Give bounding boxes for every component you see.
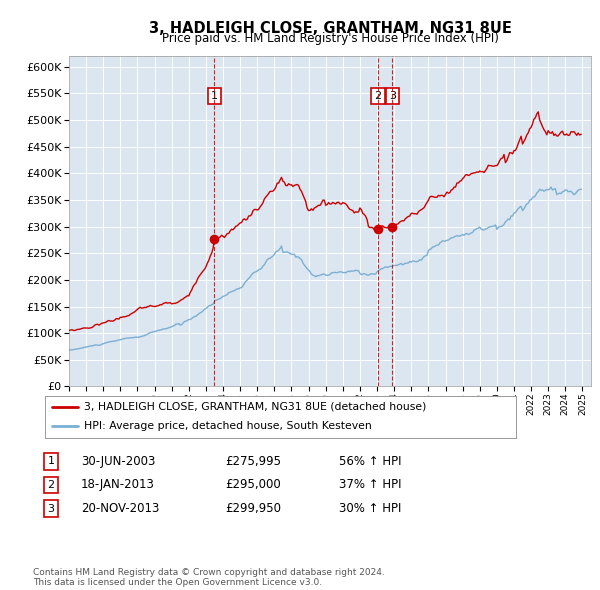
Text: £299,950: £299,950 (225, 502, 281, 515)
Text: 1: 1 (47, 457, 55, 466)
Text: Price paid vs. HM Land Registry's House Price Index (HPI): Price paid vs. HM Land Registry's House … (161, 32, 499, 45)
Text: Contains HM Land Registry data © Crown copyright and database right 2024.
This d: Contains HM Land Registry data © Crown c… (33, 568, 385, 587)
Text: 3: 3 (47, 504, 55, 513)
Text: £295,000: £295,000 (225, 478, 281, 491)
Text: 20-NOV-2013: 20-NOV-2013 (81, 502, 160, 515)
Text: 30% ↑ HPI: 30% ↑ HPI (339, 502, 401, 515)
Text: 56% ↑ HPI: 56% ↑ HPI (339, 455, 401, 468)
Text: HPI: Average price, detached house, South Kesteven: HPI: Average price, detached house, Sout… (83, 421, 371, 431)
Text: £275,995: £275,995 (225, 455, 281, 468)
Text: 30-JUN-2003: 30-JUN-2003 (81, 455, 155, 468)
Text: 3: 3 (389, 91, 396, 101)
Text: 37% ↑ HPI: 37% ↑ HPI (339, 478, 401, 491)
Text: 1: 1 (211, 91, 218, 101)
Text: 18-JAN-2013: 18-JAN-2013 (81, 478, 155, 491)
Text: 2: 2 (374, 91, 382, 101)
Text: 3, HADLEIGH CLOSE, GRANTHAM, NG31 8UE (detached house): 3, HADLEIGH CLOSE, GRANTHAM, NG31 8UE (d… (83, 402, 426, 412)
Text: 2: 2 (47, 480, 55, 490)
Text: 3, HADLEIGH CLOSE, GRANTHAM, NG31 8UE: 3, HADLEIGH CLOSE, GRANTHAM, NG31 8UE (149, 21, 511, 35)
